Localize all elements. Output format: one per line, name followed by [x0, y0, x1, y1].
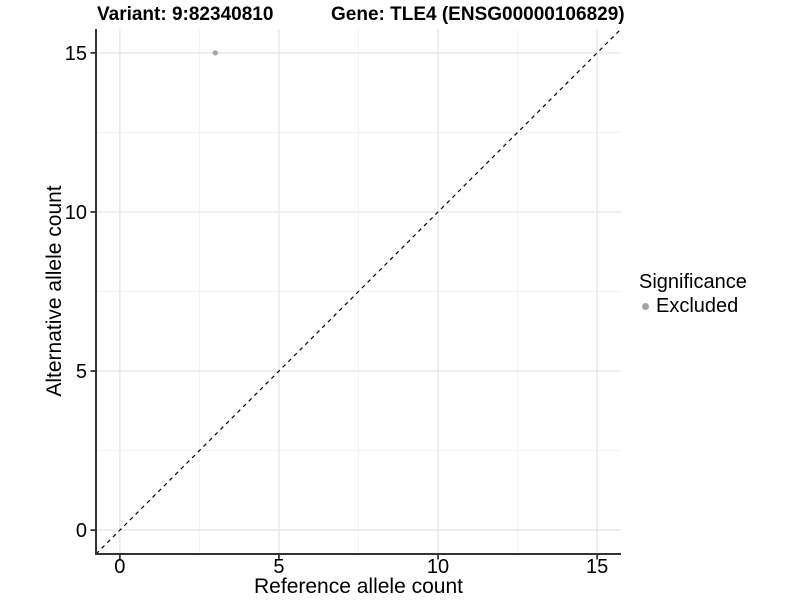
y-tick-label: 15 — [65, 43, 87, 65]
variant-title: Variant: 9:82340810 — [97, 4, 274, 25]
legend-item-label: Excluded — [656, 295, 739, 317]
x-tick-label: 5 — [273, 556, 284, 578]
y-tick-label: 5 — [76, 361, 87, 383]
x-tick-label: 15 — [586, 556, 608, 578]
x-tick-label: 10 — [427, 556, 449, 578]
y-axis-title: Alternative allele count — [43, 185, 66, 397]
legend: Significance Excluded — [639, 271, 747, 318]
data-point — [212, 50, 218, 56]
axis-lines — [95, 29, 621, 555]
x-axis-title: Reference allele count — [254, 575, 463, 598]
identity-dashed-line — [95, 28, 622, 555]
legend-item-excluded: Excluded — [639, 294, 747, 318]
legend-title: Significance — [639, 271, 747, 293]
y-tick-label: 10 — [65, 202, 87, 224]
gene-title: Gene: TLE4 (ENSG00000106829) — [331, 4, 625, 25]
y-tick-label: 0 — [76, 520, 87, 542]
x-tick-label: 0 — [114, 556, 125, 578]
legend-point-icon — [642, 302, 649, 310]
